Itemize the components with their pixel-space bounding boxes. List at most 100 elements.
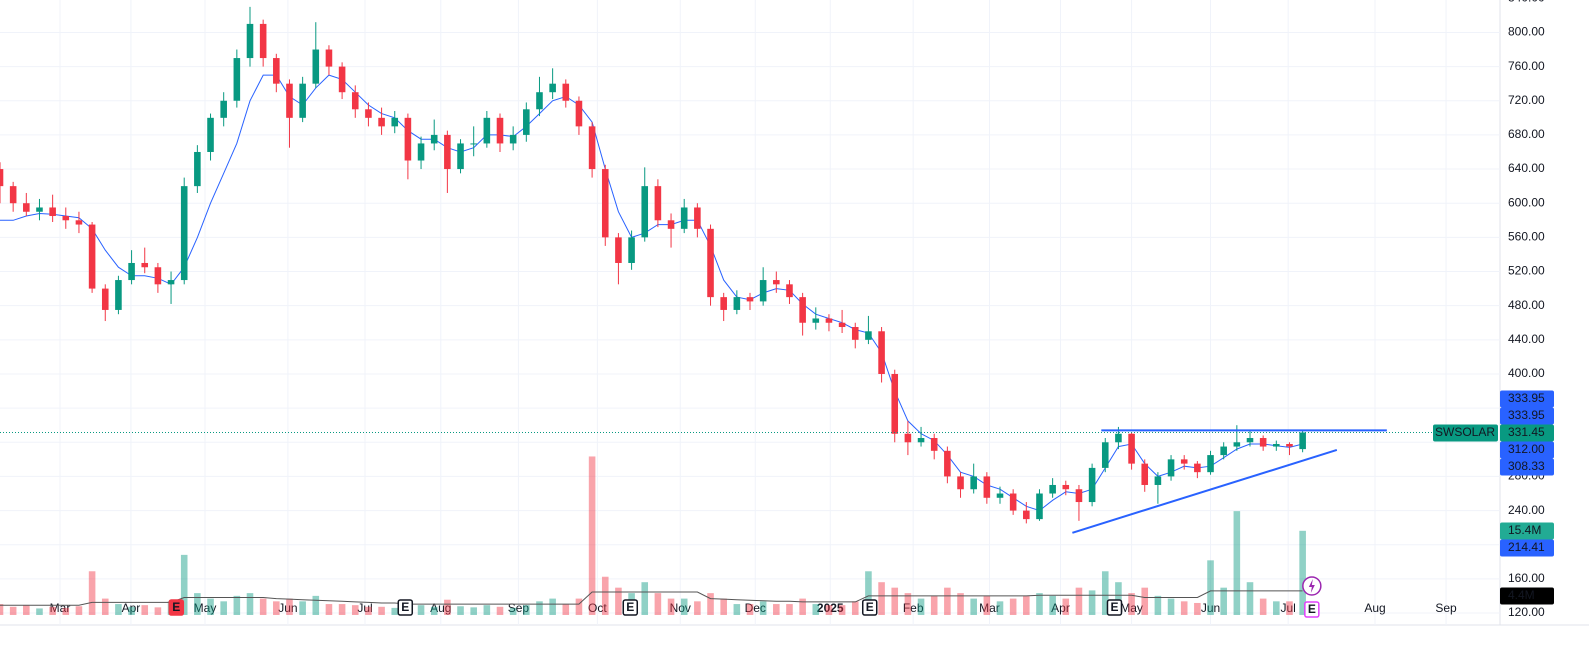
volume-bar [1246, 582, 1254, 615]
candle-body [878, 331, 885, 374]
volume-bar [180, 554, 188, 615]
volume-bar [746, 604, 754, 615]
volume-bar [36, 608, 43, 615]
volume-bar [536, 601, 543, 615]
volume-bar [470, 607, 477, 615]
x-tick-label: Jul [357, 601, 372, 615]
candle-body [707, 228, 714, 298]
volume-bar [0, 604, 4, 615]
candle-body [1049, 484, 1056, 494]
symbol-tag [1433, 424, 1498, 442]
candle-body [786, 284, 793, 298]
candle-body [509, 134, 517, 144]
volume-bar [101, 598, 109, 615]
candle-body [1088, 467, 1096, 503]
candle-body [483, 117, 491, 144]
candle-body [207, 117, 214, 152]
volume-bar [154, 607, 162, 615]
candle-body [299, 83, 306, 118]
x-tick-label: Nov [670, 601, 691, 615]
volume-bar [1299, 530, 1306, 615]
candle-body [549, 83, 556, 93]
price-badge [1500, 522, 1554, 540]
event-box [622, 599, 639, 616]
volume-bar [338, 604, 346, 615]
candle-body [1115, 433, 1122, 443]
x-tick-label: Sep [508, 601, 530, 615]
y-tick-label: 560.00 [1508, 230, 1545, 244]
candle-body [944, 450, 951, 477]
candle-body [733, 297, 741, 310]
candle-body [641, 186, 649, 238]
candle-body [351, 92, 359, 110]
volume-bar [75, 606, 83, 615]
price-badge [1500, 424, 1554, 442]
candle-body [851, 327, 859, 340]
candle-body [1246, 438, 1254, 443]
volume-ma-line [0, 590, 1303, 606]
candle-body [1273, 443, 1280, 447]
volume-bar [878, 582, 885, 615]
candle-body [404, 117, 412, 161]
candle-body [233, 58, 241, 101]
volume-bar [588, 456, 596, 615]
price-badge-label: 308.33 [1508, 459, 1545, 473]
event-box [1106, 599, 1123, 616]
candle-body [588, 126, 596, 170]
volume-bar [865, 571, 872, 615]
price-badge [1500, 587, 1554, 605]
price-badge [1500, 390, 1554, 408]
volume-bar [417, 605, 425, 615]
candle-body [746, 297, 754, 302]
candle-body [259, 23, 267, 59]
volume-bar [259, 598, 267, 615]
candle-body [338, 66, 346, 93]
candle-body [1233, 442, 1241, 447]
price-badge-label: 331.45 [1508, 425, 1545, 439]
candle-body [141, 262, 149, 268]
candle-body [601, 169, 609, 238]
candle-body [680, 207, 688, 229]
volume-bar [904, 593, 912, 615]
x-tick-label: Jun [1201, 601, 1220, 615]
price-badge [1500, 458, 1554, 476]
x-tick-label: 2025 [817, 601, 844, 615]
volume-bar [1154, 595, 1162, 615]
volume-bar [667, 598, 675, 615]
volume-bar [615, 587, 622, 615]
y-tick-label: 120.00 [1508, 605, 1545, 619]
candle-body [720, 297, 727, 310]
candle-body [0, 169, 4, 187]
y-tick-label: 720.00 [1508, 93, 1545, 107]
price-badge-label: 15.4M [1508, 523, 1541, 537]
candle-body [167, 280, 175, 285]
volume-bar [9, 606, 17, 615]
volume-bar [799, 598, 806, 615]
volume-bar [601, 576, 609, 615]
volume-bar [917, 598, 925, 615]
price-badge-label: 333.95 [1508, 391, 1545, 405]
y-tick-label: 440.00 [1508, 332, 1545, 346]
event-label: E [1110, 600, 1118, 614]
volume-bar [1286, 601, 1293, 615]
volume-bar [88, 571, 96, 615]
candle-body [470, 143, 477, 145]
candle-body [1220, 446, 1227, 456]
candle-body [273, 58, 280, 84]
candle-body [36, 207, 43, 212]
candle-body [1194, 463, 1201, 473]
volume-bar [246, 593, 254, 615]
candle-body [825, 318, 833, 323]
volume-bar [312, 595, 320, 615]
candle-body [799, 297, 806, 323]
volume-bar [220, 601, 227, 615]
volume-bar [1167, 598, 1175, 615]
candle-body [88, 224, 96, 289]
x-tick-label: Aug [1364, 601, 1385, 615]
candle-body [1299, 432, 1306, 450]
candle-body [391, 117, 399, 127]
x-tick-label: Mar [50, 601, 71, 615]
x-tick-label: Jun [278, 601, 297, 615]
candle-body [1036, 493, 1043, 520]
volume-bar [1128, 593, 1135, 615]
